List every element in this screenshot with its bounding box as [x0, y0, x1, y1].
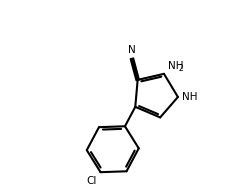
Text: NH: NH	[168, 61, 183, 71]
Text: Cl: Cl	[86, 176, 97, 186]
Text: 2: 2	[179, 64, 184, 73]
Text: N: N	[128, 45, 136, 55]
Text: NH: NH	[182, 92, 197, 102]
